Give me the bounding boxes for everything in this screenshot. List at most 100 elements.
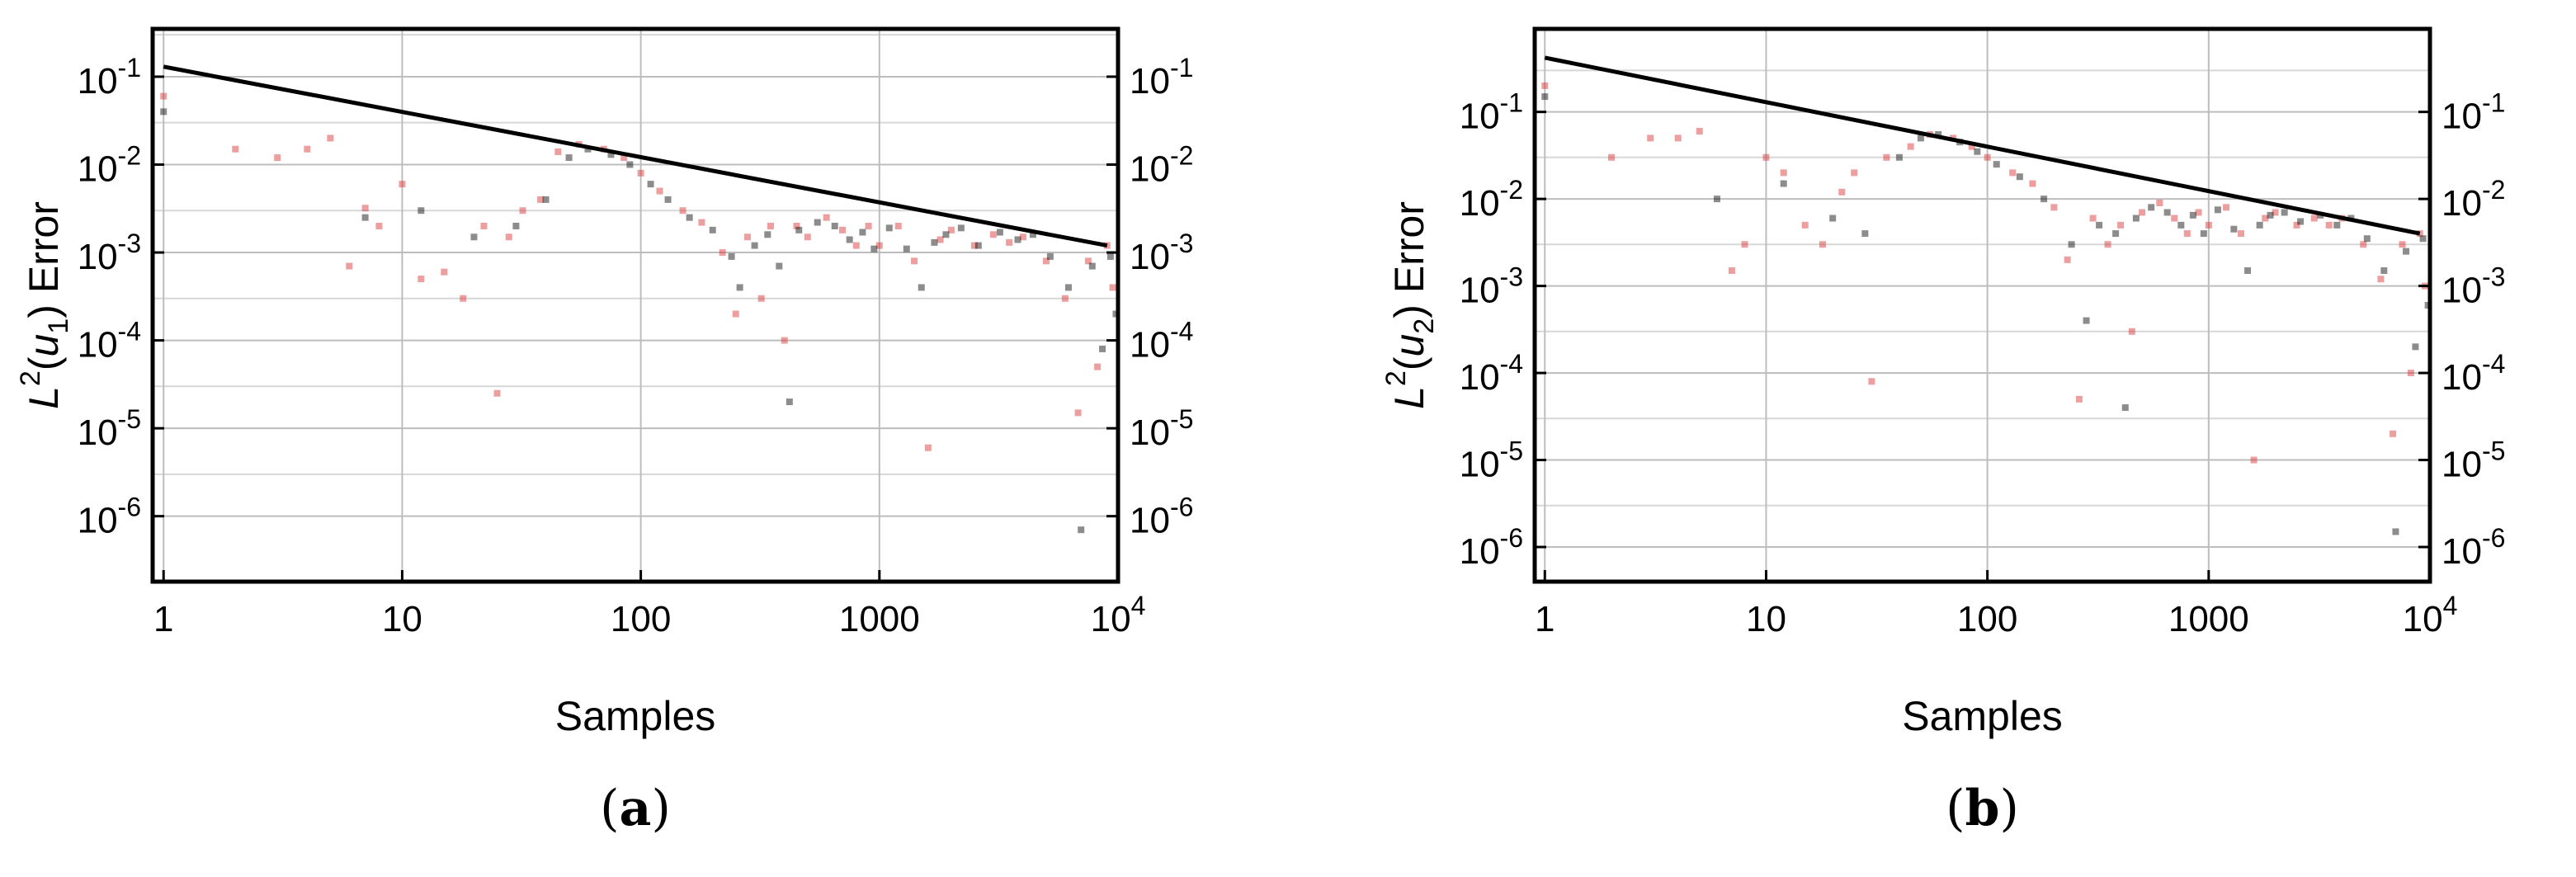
y-tick-label: 10-6 [1460,523,1523,572]
data-point [2377,276,2385,283]
data-point [1064,284,1072,291]
data-point [736,284,743,291]
data-point [728,252,735,260]
data-point [441,268,448,276]
data-point [709,226,716,233]
data-point [911,257,918,265]
data-point [493,389,501,397]
data-point [1861,230,1869,238]
data-point [2016,173,2023,181]
data-point [1696,128,1703,135]
data-point [767,222,774,229]
data-point [894,222,902,229]
panel-label: (a) [600,780,671,837]
data-point [1974,148,1981,155]
data-point [2223,204,2230,211]
y-tick-label-right: 10-2 [1130,141,1193,190]
data-point [924,444,932,451]
data-point [823,214,830,221]
data-point [2363,235,2371,243]
data-point [304,145,311,153]
data-point [1109,284,1116,291]
data-point [1993,161,2000,168]
y-tick-label-right: 10-4 [2442,349,2505,398]
data-point [2163,209,2171,216]
y-tick-label-right: 10-1 [2442,88,2505,137]
data-point [937,236,944,243]
data-point [399,181,406,188]
data-point [859,229,866,236]
data-point [620,154,628,162]
data-point [2250,456,2258,464]
data-point [2214,206,2221,214]
data-point [2390,430,2397,437]
data-point [512,222,520,229]
data-point [470,233,478,241]
data-point [2256,221,2263,229]
data-point [2380,267,2388,275]
data-point [2360,241,2367,248]
y-tick-label-right: 10-6 [2442,523,2505,572]
data-point [2075,395,2083,403]
x-tick-label: 100 [611,599,671,639]
reference-line [1544,55,2421,236]
data-point [989,231,997,238]
data-point [743,233,751,241]
data-point [1968,143,1975,150]
data-point [505,233,512,241]
data-point [2412,343,2419,351]
data-point [1647,134,1654,142]
y-tick-label-right: 10-5 [1130,404,1193,453]
x-tick-label: 104 [1091,591,1146,639]
data-point [2200,230,2207,238]
x-axis-title: Samples [1902,693,2063,739]
y-tick-label-right: 10-5 [2442,436,2505,485]
data-point [2171,215,2178,222]
data-point [931,238,938,246]
y-tick-label: 10-5 [1460,436,1523,485]
data-point [2148,204,2155,211]
data-point [2419,235,2427,243]
data-point [2064,256,2071,263]
data-point [1851,169,1858,177]
data-point [831,222,838,229]
data-point [2403,248,2410,255]
data-point [1728,267,1735,275]
data-point [418,207,425,215]
data-point [2112,230,2120,238]
data-point [2096,221,2103,229]
data-point [1541,93,1549,101]
data-point [781,337,788,344]
y-tick-label: 10-2 [78,141,141,190]
data-point [686,214,693,221]
data-point [2083,317,2090,324]
data-point [2089,215,2097,222]
y-tick-label: 10-3 [78,229,141,277]
data-point [1819,241,1826,248]
data-point [565,154,573,162]
data-point [2128,328,2135,335]
panel-label: (b) [1946,780,2019,837]
y-tick-label: 10-3 [1460,262,1523,311]
data-point [2009,169,2017,177]
x-tick-label: 1000 [2168,599,2249,639]
plot-frame [150,26,1121,584]
data-point [2281,209,2288,216]
data-point [1006,238,1013,246]
data-point [647,181,654,188]
data-point [2068,241,2075,248]
data-point [1829,215,1837,222]
data-point [1984,153,1991,161]
data-point [719,249,726,257]
data-point [2121,404,2129,412]
data-point [2132,215,2140,222]
data-point [1762,153,1770,161]
data-point [1935,131,1942,139]
data-point [1112,310,1120,318]
data-point [2392,528,2399,535]
data-point [870,245,878,252]
plot-frame [1532,26,2432,584]
data-point [1088,262,1096,270]
data-point [814,219,821,226]
